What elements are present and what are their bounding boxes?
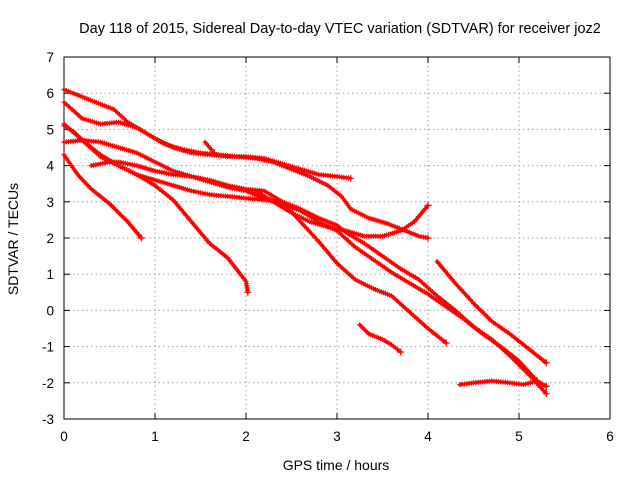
x-axis-label: GPS time / hours [283, 457, 390, 473]
y-tick-label: 5 [46, 122, 54, 137]
y-tick-label: 7 [46, 50, 54, 65]
series-track-8 [202, 139, 218, 157]
series-line [62, 100, 353, 180]
y-tick-label: -2 [42, 376, 54, 391]
y-axis-label: SDTVAR / TECUs [5, 183, 21, 295]
x-tick-label: 4 [424, 429, 432, 444]
chart-title: Day 118 of 2015, Sidereal Day-to-day VTE… [79, 21, 601, 37]
axis-ticks [63, 56, 611, 420]
x-tick-label: 1 [151, 429, 159, 444]
x-tick-label: 5 [515, 429, 523, 444]
y-tick-label: 6 [46, 86, 54, 101]
series-markers [88, 159, 450, 347]
x-tick-label: 6 [606, 429, 614, 444]
y-tick-label: 3 [46, 195, 54, 210]
series-layer [61, 87, 550, 398]
grid [64, 57, 610, 419]
series-track-11 [434, 259, 550, 367]
series-track-12 [457, 378, 550, 390]
series-markers [61, 99, 355, 182]
series-markers [252, 188, 432, 239]
y-tick-label: 1 [46, 267, 54, 282]
x-tick-label: 3 [333, 429, 341, 444]
y-tick-label: 2 [46, 231, 54, 246]
series-markers [61, 152, 145, 242]
series-track-6 [61, 152, 145, 242]
series-line [89, 160, 448, 345]
series-markers [457, 378, 550, 390]
series-track-9 [252, 188, 432, 239]
x-tick-label: 0 [60, 429, 68, 444]
series-line [62, 138, 539, 383]
series-markers [357, 322, 405, 356]
series-track-2 [61, 99, 355, 182]
series-track-10 [357, 322, 405, 356]
series-markers [202, 139, 218, 157]
y-tick-label: -1 [42, 340, 54, 355]
series-markers [434, 259, 550, 367]
y-tick-labels: -3 -2 -1 0 1 2 3 4 5 6 7 [42, 50, 55, 427]
y-tick-label: 4 [46, 159, 54, 174]
series-track-7 [88, 159, 450, 347]
y-tick-label: 0 [46, 303, 54, 318]
x-tick-label: 2 [242, 429, 250, 444]
x-tick-labels: 0 1 2 3 4 5 6 [60, 429, 614, 444]
y-tick-label: -3 [42, 412, 54, 427]
